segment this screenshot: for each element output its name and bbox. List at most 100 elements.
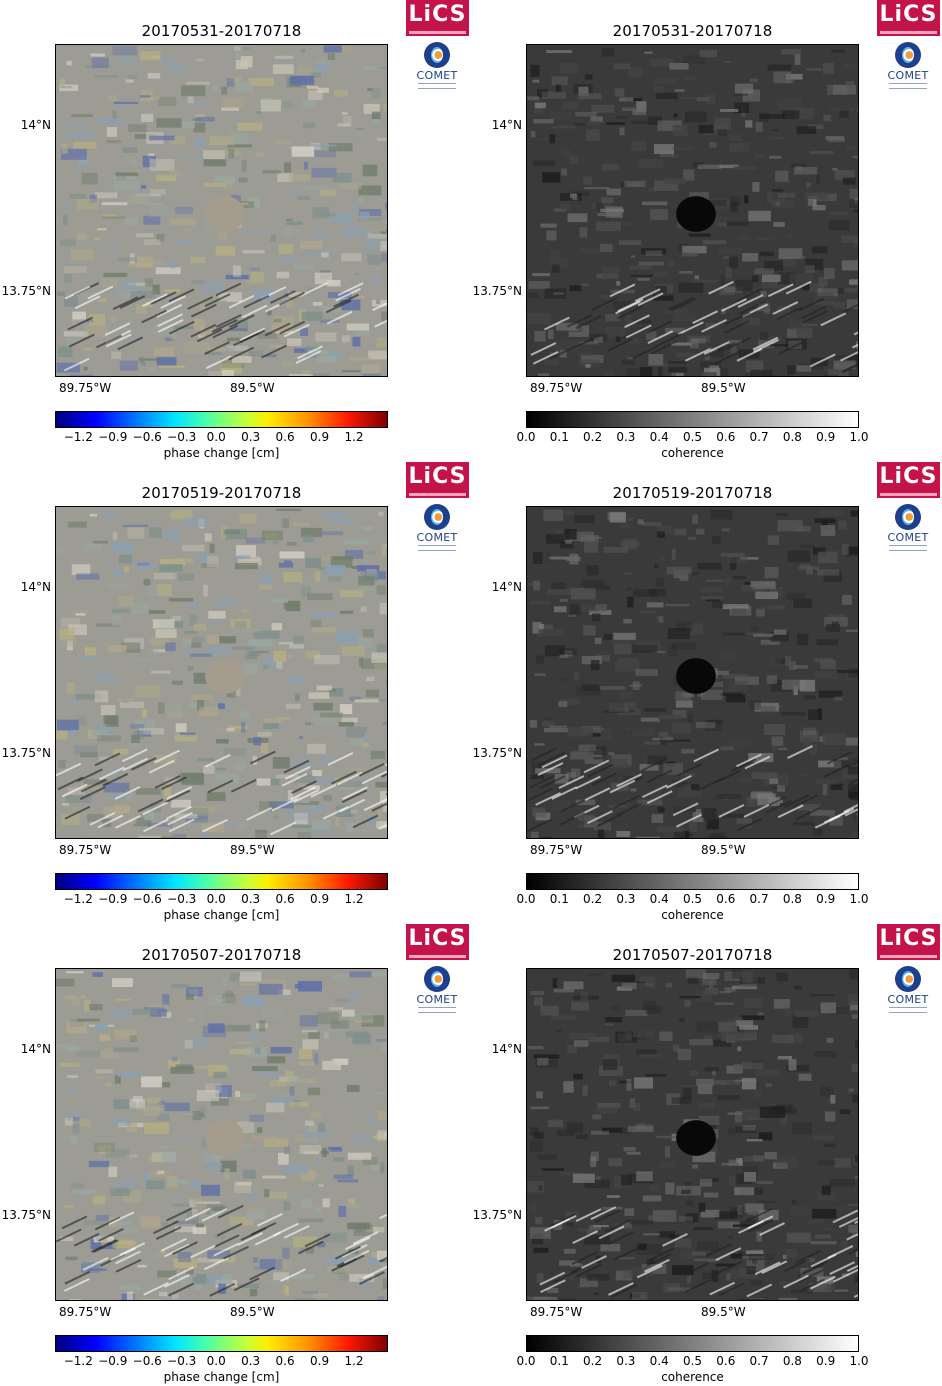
map-image bbox=[56, 45, 387, 376]
colorbar-tick-label: 0.6 bbox=[275, 430, 295, 444]
comet-emblem-icon bbox=[424, 966, 450, 992]
longitude-label: 89.75°W bbox=[530, 1305, 583, 1319]
colorbar-tick-label: −0.3 bbox=[167, 892, 197, 906]
colorbar-tick-label: 0.0 bbox=[516, 430, 536, 444]
colorbar-tick-label: 0.3 bbox=[616, 430, 636, 444]
interferogram-map bbox=[526, 44, 859, 377]
comet-logo-tagline bbox=[889, 83, 927, 89]
panel-phase-1: 20170519-20170718 14°N 13.75°N 89.75°W 89.5°… bbox=[0, 462, 471, 924]
lics-logo: LiCS bbox=[406, 0, 469, 36]
map-image bbox=[56, 969, 387, 1300]
colorbar-tick-label: −0.6 bbox=[132, 892, 162, 906]
colorbar-tick-label: 0.2 bbox=[583, 1354, 603, 1368]
colorbar-tick-label: 0.9 bbox=[310, 1354, 330, 1368]
comet-logo: COMET bbox=[883, 504, 933, 551]
interferogram-map bbox=[526, 506, 859, 839]
colorbar bbox=[55, 1335, 388, 1352]
colorbar-tick-label: −0.3 bbox=[167, 430, 197, 444]
lics-logo-tagline bbox=[409, 493, 466, 496]
colorbar-tick-label: 0.7 bbox=[749, 892, 769, 906]
colorbar-tick-label: 0.9 bbox=[816, 430, 836, 444]
lics-logo-tagline bbox=[409, 955, 466, 958]
lics-logo: LiCS bbox=[406, 924, 469, 960]
longitude-label: 89.5°W bbox=[230, 1305, 275, 1319]
colorbar-tick-label: 0.5 bbox=[682, 1354, 703, 1368]
comet-logo: COMET bbox=[883, 42, 933, 89]
latitude-label: 13.75°N bbox=[472, 746, 522, 760]
panel-coherence-2: 20170507-20170718 14°N 13.75°N 89.75°W 89.5°… bbox=[471, 924, 942, 1386]
colorbar-tick-label: 0.7 bbox=[749, 1354, 769, 1368]
colorbar-tick-label: 0.0 bbox=[206, 1354, 226, 1368]
longitude-label: 89.75°W bbox=[59, 843, 112, 857]
latitude-label: 13.75°N bbox=[1, 1208, 51, 1222]
comet-emblem-icon bbox=[424, 42, 450, 68]
colorbar-tick-label: 0.3 bbox=[241, 892, 261, 906]
interferogram-map bbox=[55, 506, 388, 839]
comet-logo-tagline bbox=[418, 545, 456, 551]
colorbar-tick-label: 0.0 bbox=[516, 1354, 536, 1368]
comet-logo: COMET bbox=[412, 504, 462, 551]
longitude-label: 89.75°W bbox=[530, 843, 583, 857]
colorbar-tick-label: −0.9 bbox=[98, 892, 128, 906]
colorbar-tick-label: 1.2 bbox=[344, 1354, 364, 1368]
comet-logo: COMET bbox=[883, 966, 933, 1013]
colorbar-tick-label: 0.4 bbox=[649, 430, 669, 444]
colorbar bbox=[55, 411, 388, 428]
colorbar-label: phase change [cm] bbox=[163, 1370, 280, 1384]
colorbar-tick-label: 0.0 bbox=[206, 430, 226, 444]
latitude-label: 14°N bbox=[20, 580, 51, 594]
colorbar-label: coherence bbox=[661, 446, 724, 460]
colorbar-tick-label: 0.6 bbox=[716, 1354, 736, 1368]
longitude-label: 89.5°W bbox=[701, 843, 746, 857]
interferogram-map bbox=[55, 968, 388, 1301]
colorbar-tick-label: 0.6 bbox=[275, 1354, 295, 1368]
colorbar-tick-label: 0.8 bbox=[782, 1354, 802, 1368]
comet-logo: COMET bbox=[412, 42, 462, 89]
comet-logo-text: COMET bbox=[887, 993, 929, 1006]
colorbar-tick-label: 0.8 bbox=[782, 430, 802, 444]
colorbar-tick-label: 0.0 bbox=[206, 892, 226, 906]
colorbar-tick-label: 0.1 bbox=[549, 430, 569, 444]
latitude-label: 14°N bbox=[20, 118, 51, 132]
colorbar-tick-label: −0.6 bbox=[132, 430, 162, 444]
colorbar-tick-label: 0.9 bbox=[310, 430, 330, 444]
comet-logo-text: COMET bbox=[887, 531, 929, 544]
panel-coherence-1: 20170519-20170718 14°N 13.75°N 89.75°W 89.5°… bbox=[471, 462, 942, 924]
panel-title: 20170507-20170718 bbox=[612, 946, 773, 964]
longitude-label: 89.75°W bbox=[59, 1305, 112, 1319]
colorbar bbox=[526, 873, 859, 890]
latitude-label: 13.75°N bbox=[1, 746, 51, 760]
panel-coherence-0: 20170531-20170718 14°N 13.75°N 89.75°W 89.5°… bbox=[471, 0, 942, 462]
colorbar-tick-label: 0.5 bbox=[682, 892, 703, 906]
comet-emblem-icon bbox=[424, 504, 450, 530]
panel-phase-2: 20170507-20170718 14°N 13.75°N 89.75°W 89.5°… bbox=[0, 924, 471, 1386]
colorbar-tick-label: 0.6 bbox=[275, 892, 295, 906]
comet-logo-tagline bbox=[418, 83, 456, 89]
latitude-label: 13.75°N bbox=[472, 284, 522, 298]
colorbar-tick-label: −1.2 bbox=[63, 430, 93, 444]
colorbar-label: coherence bbox=[661, 908, 724, 922]
colorbar-tick-label: −0.9 bbox=[98, 430, 128, 444]
latitude-label: 14°N bbox=[491, 580, 522, 594]
colorbar-tick-label: 0.2 bbox=[583, 430, 603, 444]
longitude-label: 89.5°W bbox=[230, 381, 275, 395]
colorbar bbox=[526, 411, 859, 428]
latitude-label: 13.75°N bbox=[1, 284, 51, 298]
colorbar-tick-label: −1.2 bbox=[63, 892, 93, 906]
map-image bbox=[527, 507, 858, 838]
latitude-label: 13.75°N bbox=[472, 1208, 522, 1222]
map-image bbox=[56, 507, 387, 838]
colorbar-tick-label: 0.5 bbox=[682, 430, 703, 444]
colorbar bbox=[55, 873, 388, 890]
latitude-label: 14°N bbox=[491, 1042, 522, 1056]
longitude-label: 89.75°W bbox=[530, 381, 583, 395]
colorbar-tick-label: 0.9 bbox=[816, 892, 836, 906]
comet-logo-text: COMET bbox=[416, 993, 458, 1006]
latitude-label: 14°N bbox=[491, 118, 522, 132]
colorbar bbox=[526, 1335, 859, 1352]
panel-title: 20170519-20170718 bbox=[612, 484, 773, 502]
comet-logo-tagline bbox=[418, 1007, 456, 1013]
colorbar-tick-label: 0.4 bbox=[649, 1354, 669, 1368]
colorbar-tick-label: 0.4 bbox=[649, 892, 669, 906]
colorbar-tick-label: 0.0 bbox=[516, 892, 536, 906]
